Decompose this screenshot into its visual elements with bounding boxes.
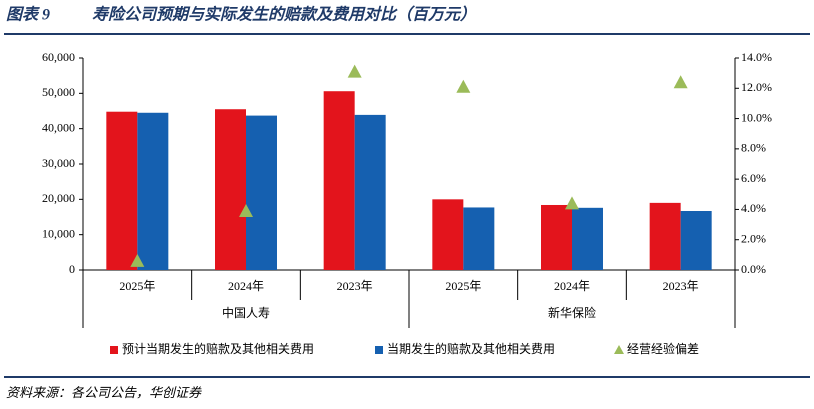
y2-tick-label: 14.0% — [741, 50, 772, 64]
bar — [106, 111, 138, 270]
y-tick-label: 10,000 — [42, 226, 75, 240]
bar — [323, 91, 355, 270]
triangle-marker — [130, 253, 145, 267]
figure-label: 图表 9 — [6, 6, 50, 24]
source: 资料来源：各公司公告，华创证券 — [6, 385, 202, 400]
legend-swatch — [110, 346, 118, 354]
x-tick-label: 2025年 — [119, 279, 155, 293]
legend-label: 当期发生的赔款及其他相关费用 — [387, 341, 555, 356]
y-tick-label: 20,000 — [42, 191, 75, 205]
bar — [572, 207, 603, 270]
legend-label: 经营经验偏差 — [627, 341, 699, 356]
y-tick-label: 30,000 — [42, 156, 75, 170]
bar — [137, 112, 169, 271]
y2-tick-label: 12.0% — [741, 80, 772, 94]
y2-tick-label: 0.0% — [741, 262, 766, 276]
group-label: 新华保险 — [548, 305, 596, 320]
y-tick-label: 60,000 — [42, 50, 75, 64]
legend-swatch — [375, 346, 383, 354]
bar — [463, 207, 495, 270]
y-tick-label: 40,000 — [42, 120, 75, 134]
triangle-marker — [565, 196, 579, 210]
bar — [215, 109, 246, 270]
triangle-marker — [456, 79, 471, 93]
y2-tick-label: 6.0% — [741, 171, 766, 185]
group-label: 中国人寿 — [222, 305, 270, 320]
chart-title: 寿险公司预期与实际发生的赔款及费用对比（百万元） — [92, 5, 476, 24]
bar — [541, 204, 572, 270]
x-tick-label: 2023年 — [663, 279, 699, 293]
triangle-marker — [673, 75, 688, 89]
bar — [246, 115, 277, 271]
y2-tick-label: 4.0% — [741, 201, 766, 215]
triangle-marker — [239, 203, 253, 217]
y2-tick-label: 2.0% — [741, 231, 766, 245]
y-tick-label: 50,000 — [42, 85, 75, 99]
bar — [649, 202, 681, 270]
legend-swatch — [614, 345, 624, 354]
y-tick-label: 0 — [69, 262, 75, 276]
x-tick-label: 2023年 — [337, 279, 373, 293]
legend-label: 预计当期发生的赔款及其他相关费用 — [122, 341, 314, 356]
x-tick-label: 2024年 — [228, 279, 264, 293]
bar — [432, 199, 464, 270]
y2-tick-label: 8.0% — [741, 141, 766, 155]
bar — [354, 114, 386, 271]
y2-tick-label: 10.0% — [741, 110, 772, 124]
x-tick-label: 2025年 — [445, 279, 481, 293]
x-tick-label: 2024年 — [554, 279, 590, 293]
bar — [680, 210, 712, 270]
triangle-marker — [347, 64, 362, 78]
